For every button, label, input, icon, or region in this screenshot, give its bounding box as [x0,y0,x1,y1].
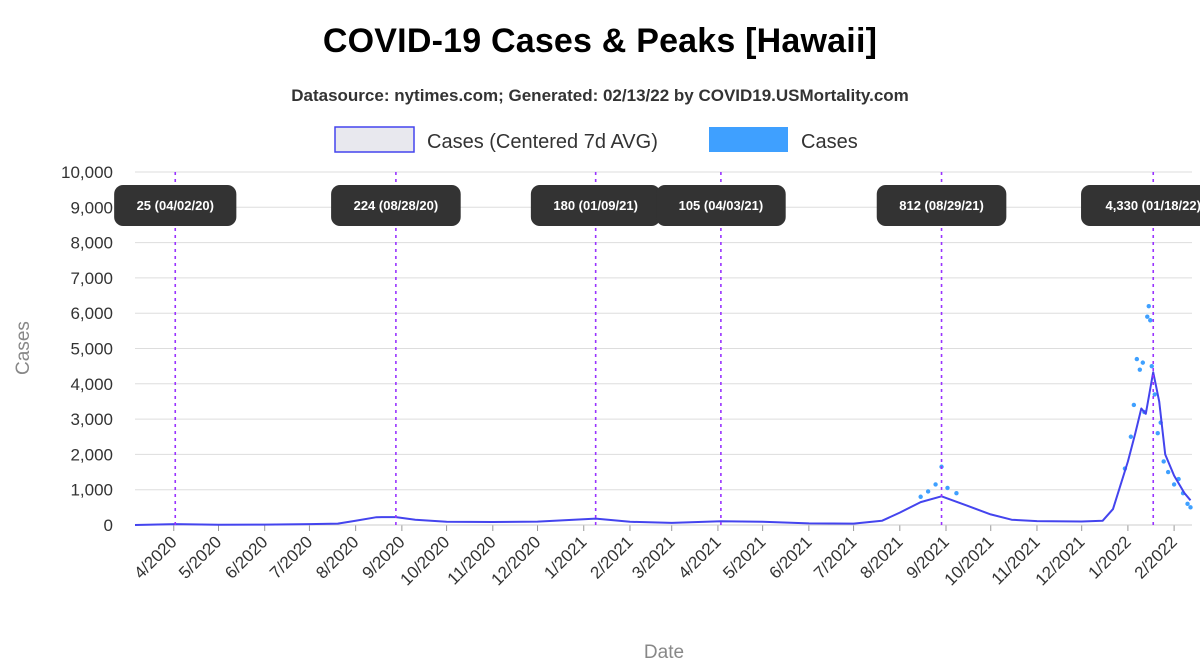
cases-point [1165,469,1171,475]
peak-label-box [1081,185,1200,226]
peak-label-box [331,185,461,226]
cases-point [1145,314,1150,319]
x-tick-label: 3/2021 [628,532,678,582]
cases-point [1128,434,1134,439]
y-axis-title: Cases [13,321,34,375]
y-tick-label: 2,000 [70,445,113,464]
cases-point [1140,360,1146,365]
x-tick-label: 1/2022 [1085,532,1135,582]
cases-point [1131,402,1137,408]
peak-label: 224 (08/28/20) [354,198,439,213]
x-tick-label: 5/2021 [719,532,769,582]
cases-point [1137,367,1143,372]
peak-label-box [530,185,661,226]
cases-point [918,494,923,499]
x-tick-label: 6/2021 [765,532,815,582]
peak-label: 812 (08/29/21) [899,198,984,213]
y-tick-label: 0 [104,516,113,535]
x-tick-label: 12/2021 [1032,532,1089,589]
peak-label-box [656,185,786,226]
peak-label-box [876,185,1007,226]
x-tick-label: 8/2020 [312,532,362,582]
cases-point [1171,482,1177,487]
legend-swatch-avg [334,126,415,153]
peak-label-box [114,185,237,226]
x-tick-label: 1/2021 [540,532,590,582]
x-tick-label: 2/2022 [1131,532,1181,582]
x-axis-title: Date [644,642,684,663]
cases-point [1188,505,1193,510]
cases-point [1161,459,1166,464]
y-tick-label: 6,000 [70,304,113,323]
y-tick-label: 4,000 [70,375,113,394]
peak-label: 180 (01/09/21) [553,198,638,213]
x-tick-label: 12/2020 [487,532,544,589]
peak-label: 4,330 (01/18/22) [1106,198,1200,213]
y-tick-label: 5,000 [70,340,113,359]
x-tick-label: 7/2021 [810,532,860,582]
cases-point [1146,303,1151,309]
x-tick-label: 2/2021 [587,532,637,582]
cases-point [1152,392,1157,397]
x-tick-label: 7/2020 [266,532,316,582]
y-tick-label: 1,000 [70,481,113,500]
x-tick-label: 6/2020 [221,532,271,582]
cases-point [1185,501,1190,507]
x-tick-label: 8/2021 [856,532,906,582]
x-tick-label: 4/2021 [675,532,725,582]
cases-point [1148,318,1153,323]
y-tick-label: 8,000 [70,234,113,253]
legend-swatch-cases [709,127,788,152]
cases-point [1155,431,1160,436]
x-tick-label: 10/2021 [941,532,998,589]
cases-point [945,485,950,491]
y-tick-label: 3,000 [70,410,113,429]
chart-subtitle: Datasource: nytimes.com; Generated: 02/1… [291,86,909,105]
peak-label: 105 (04/03/21) [679,198,764,213]
peak-label: 25 (04/02/20) [137,198,214,213]
x-tick-label: 4/2020 [130,532,180,582]
cases-avg-line [134,371,1192,526]
chart-title: COVID-19 Cases & Peaks [Hawaii] [322,22,878,60]
cases-point [925,489,931,494]
cases-point [954,491,959,496]
x-tick-label: 10/2020 [397,532,454,589]
legend-label-cases: Cases [801,131,858,153]
legend-label-avg: Cases (Centered 7d AVG) [427,131,658,153]
x-tick-label: 5/2020 [175,532,225,582]
cases-point [1134,356,1140,362]
cases-point [933,482,938,487]
y-tick-label: 9,000 [70,198,113,217]
cases-point [1149,363,1154,369]
y-tick-label: 7,000 [70,269,113,288]
y-tick-label: 10,000 [61,163,113,182]
